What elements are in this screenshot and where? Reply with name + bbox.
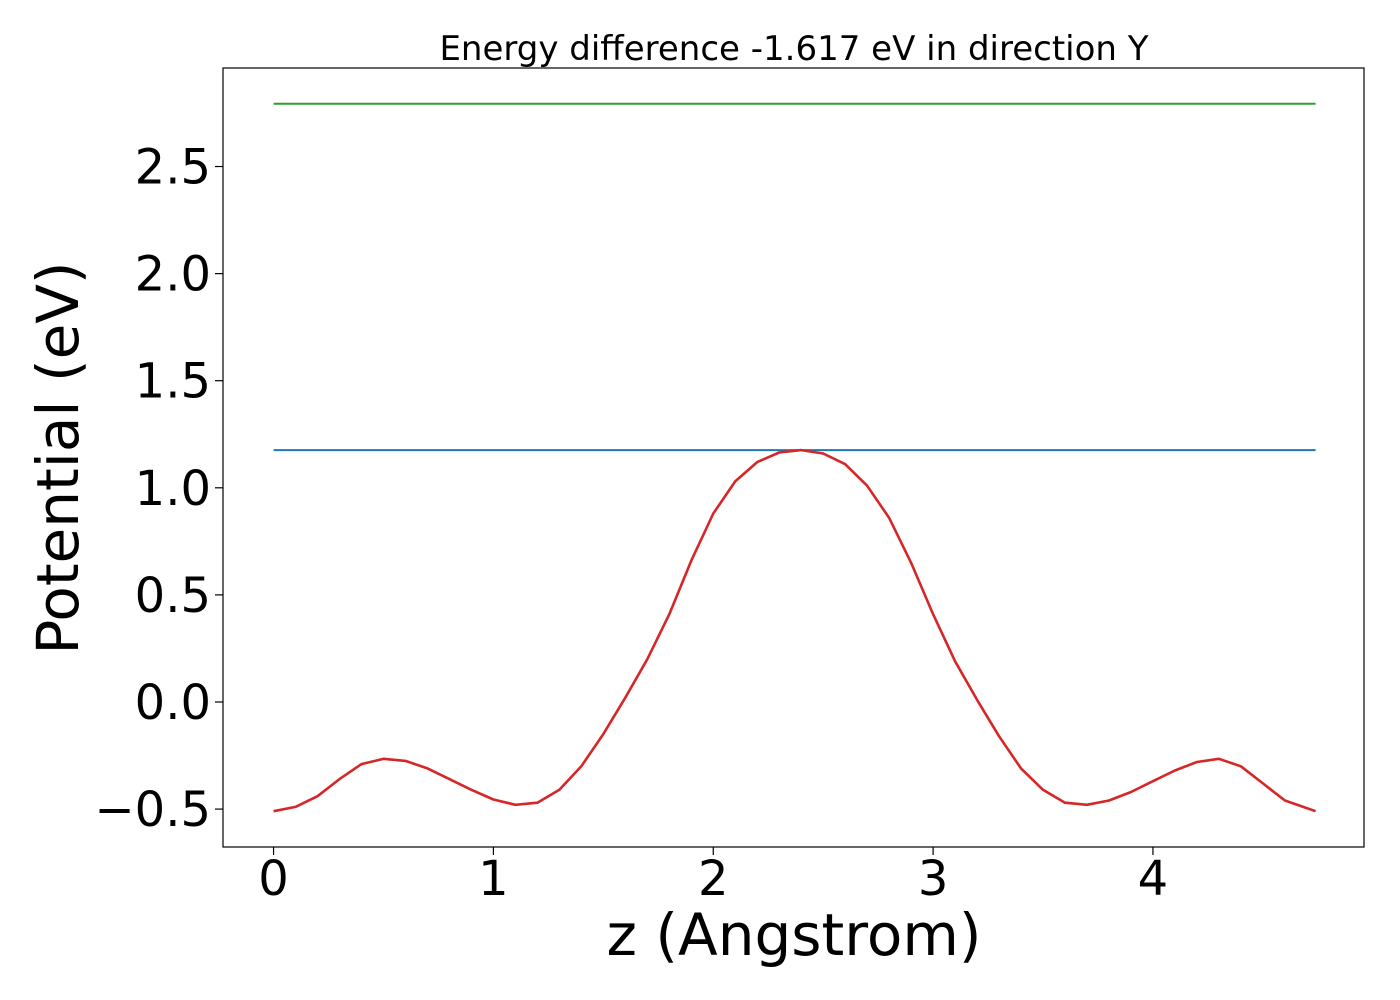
x-axis: 0 1 2 3 4 — [258, 847, 1168, 907]
y-tick-label: 1.5 — [135, 354, 211, 410]
series-line-3 — [273, 448, 1317, 813]
x-tick-label: 0 — [258, 851, 289, 907]
series-layer — [273, 102, 1317, 813]
y-tick-label: 0.0 — [135, 675, 211, 731]
x-tick-label: 3 — [918, 851, 949, 907]
x-tick-label: 1 — [478, 851, 509, 907]
x-axis-label: z (Angstrom) — [607, 901, 982, 969]
plot-frame — [222, 67, 1365, 848]
y-tick-label: −0.5 — [94, 782, 211, 838]
x-tick-label: 2 — [698, 851, 729, 907]
y-tick-label: 2.0 — [135, 247, 211, 303]
x-tick-label: 4 — [1138, 851, 1169, 907]
y-tick-label: 0.5 — [135, 568, 211, 624]
y-axis: −0.5 0.0 0.5 1.0 1.5 2.0 2.5 — [94, 140, 223, 838]
y-tick-label: 2.5 — [135, 140, 211, 196]
y-axis-label: Potential (eV) — [24, 261, 92, 654]
chart-title: Energy difference -1.617 eV in direction… — [439, 29, 1148, 69]
y-tick-label: 1.0 — [135, 461, 211, 517]
